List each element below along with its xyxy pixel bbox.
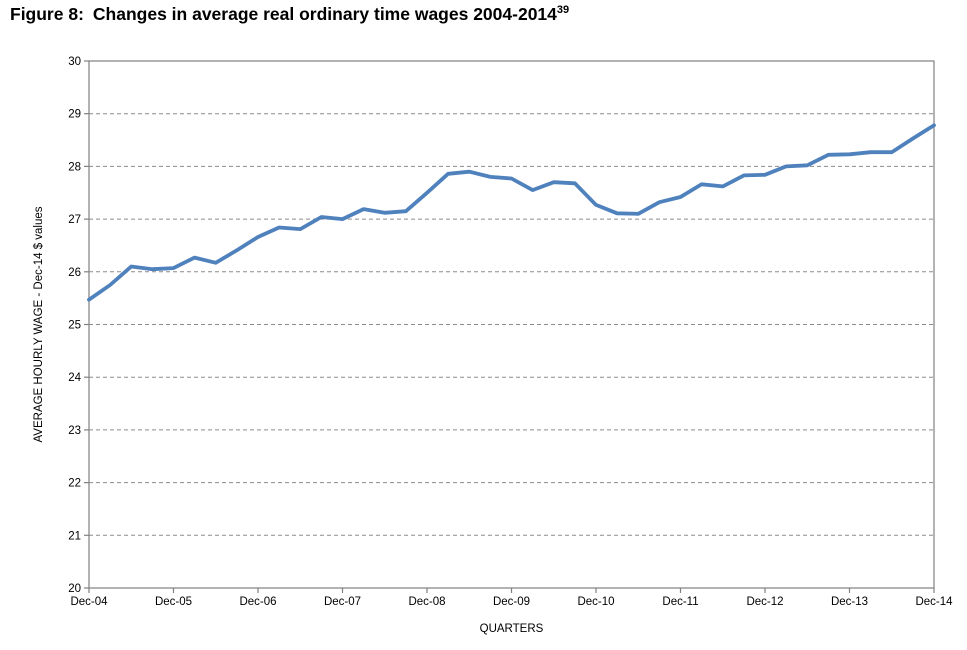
- x-tick-label: Dec-05: [155, 596, 192, 608]
- x-tick-label: Dec-04: [70, 596, 108, 608]
- x-tick-label: Dec-12: [746, 596, 783, 608]
- y-axis-title: AVERAGE HOURLY WAGE - Dec-14 $ values: [33, 206, 45, 442]
- y-tick-label: 23: [68, 425, 81, 437]
- figure-heading-text: Changes in average real ordinary time wa…: [92, 4, 557, 24]
- y-tick-label: 28: [68, 161, 81, 173]
- y-tick-label: 29: [68, 109, 81, 121]
- x-tick-label: Dec-09: [493, 596, 530, 608]
- x-tick-label: Dec-08: [408, 596, 445, 608]
- y-tick-label: 30: [68, 56, 81, 68]
- x-axis: Dec-04 Dec-05 Dec-06 Dec-07 Dec-08 Dec-09 Dec-…: [70, 588, 953, 608]
- figure-title: Figure 8: Changes in average real ordinar…: [10, 4, 569, 25]
- y-tick-label: 27: [68, 214, 81, 226]
- y-tick-label: 24: [68, 372, 81, 384]
- x-tick-label: Dec-10: [577, 596, 614, 608]
- x-tick-label: Dec-11: [662, 596, 698, 608]
- y-tick-label: 22: [68, 478, 81, 490]
- x-tick-label: Dec-06: [239, 596, 276, 608]
- x-tick-label: Dec-14: [915, 596, 953, 608]
- footnote-marker: 39: [556, 4, 570, 17]
- y-tick-label: 20: [68, 583, 81, 595]
- x-tick-label: Dec-13: [831, 596, 868, 608]
- wage-series-line: [87, 123, 936, 302]
- x-tick-label: Dec-07: [324, 596, 361, 608]
- figure-label: Figure 8:: [10, 4, 84, 24]
- y-axis: 20 21 22 23 24 25 26 27 28 29 30: [68, 56, 89, 595]
- x-axis-title: QUARTERS: [480, 623, 544, 635]
- y-tick-label: 21: [68, 530, 81, 542]
- y-tick-label: 25: [68, 320, 81, 332]
- y-tick-label: 26: [68, 267, 81, 279]
- gridlines: [89, 113, 934, 536]
